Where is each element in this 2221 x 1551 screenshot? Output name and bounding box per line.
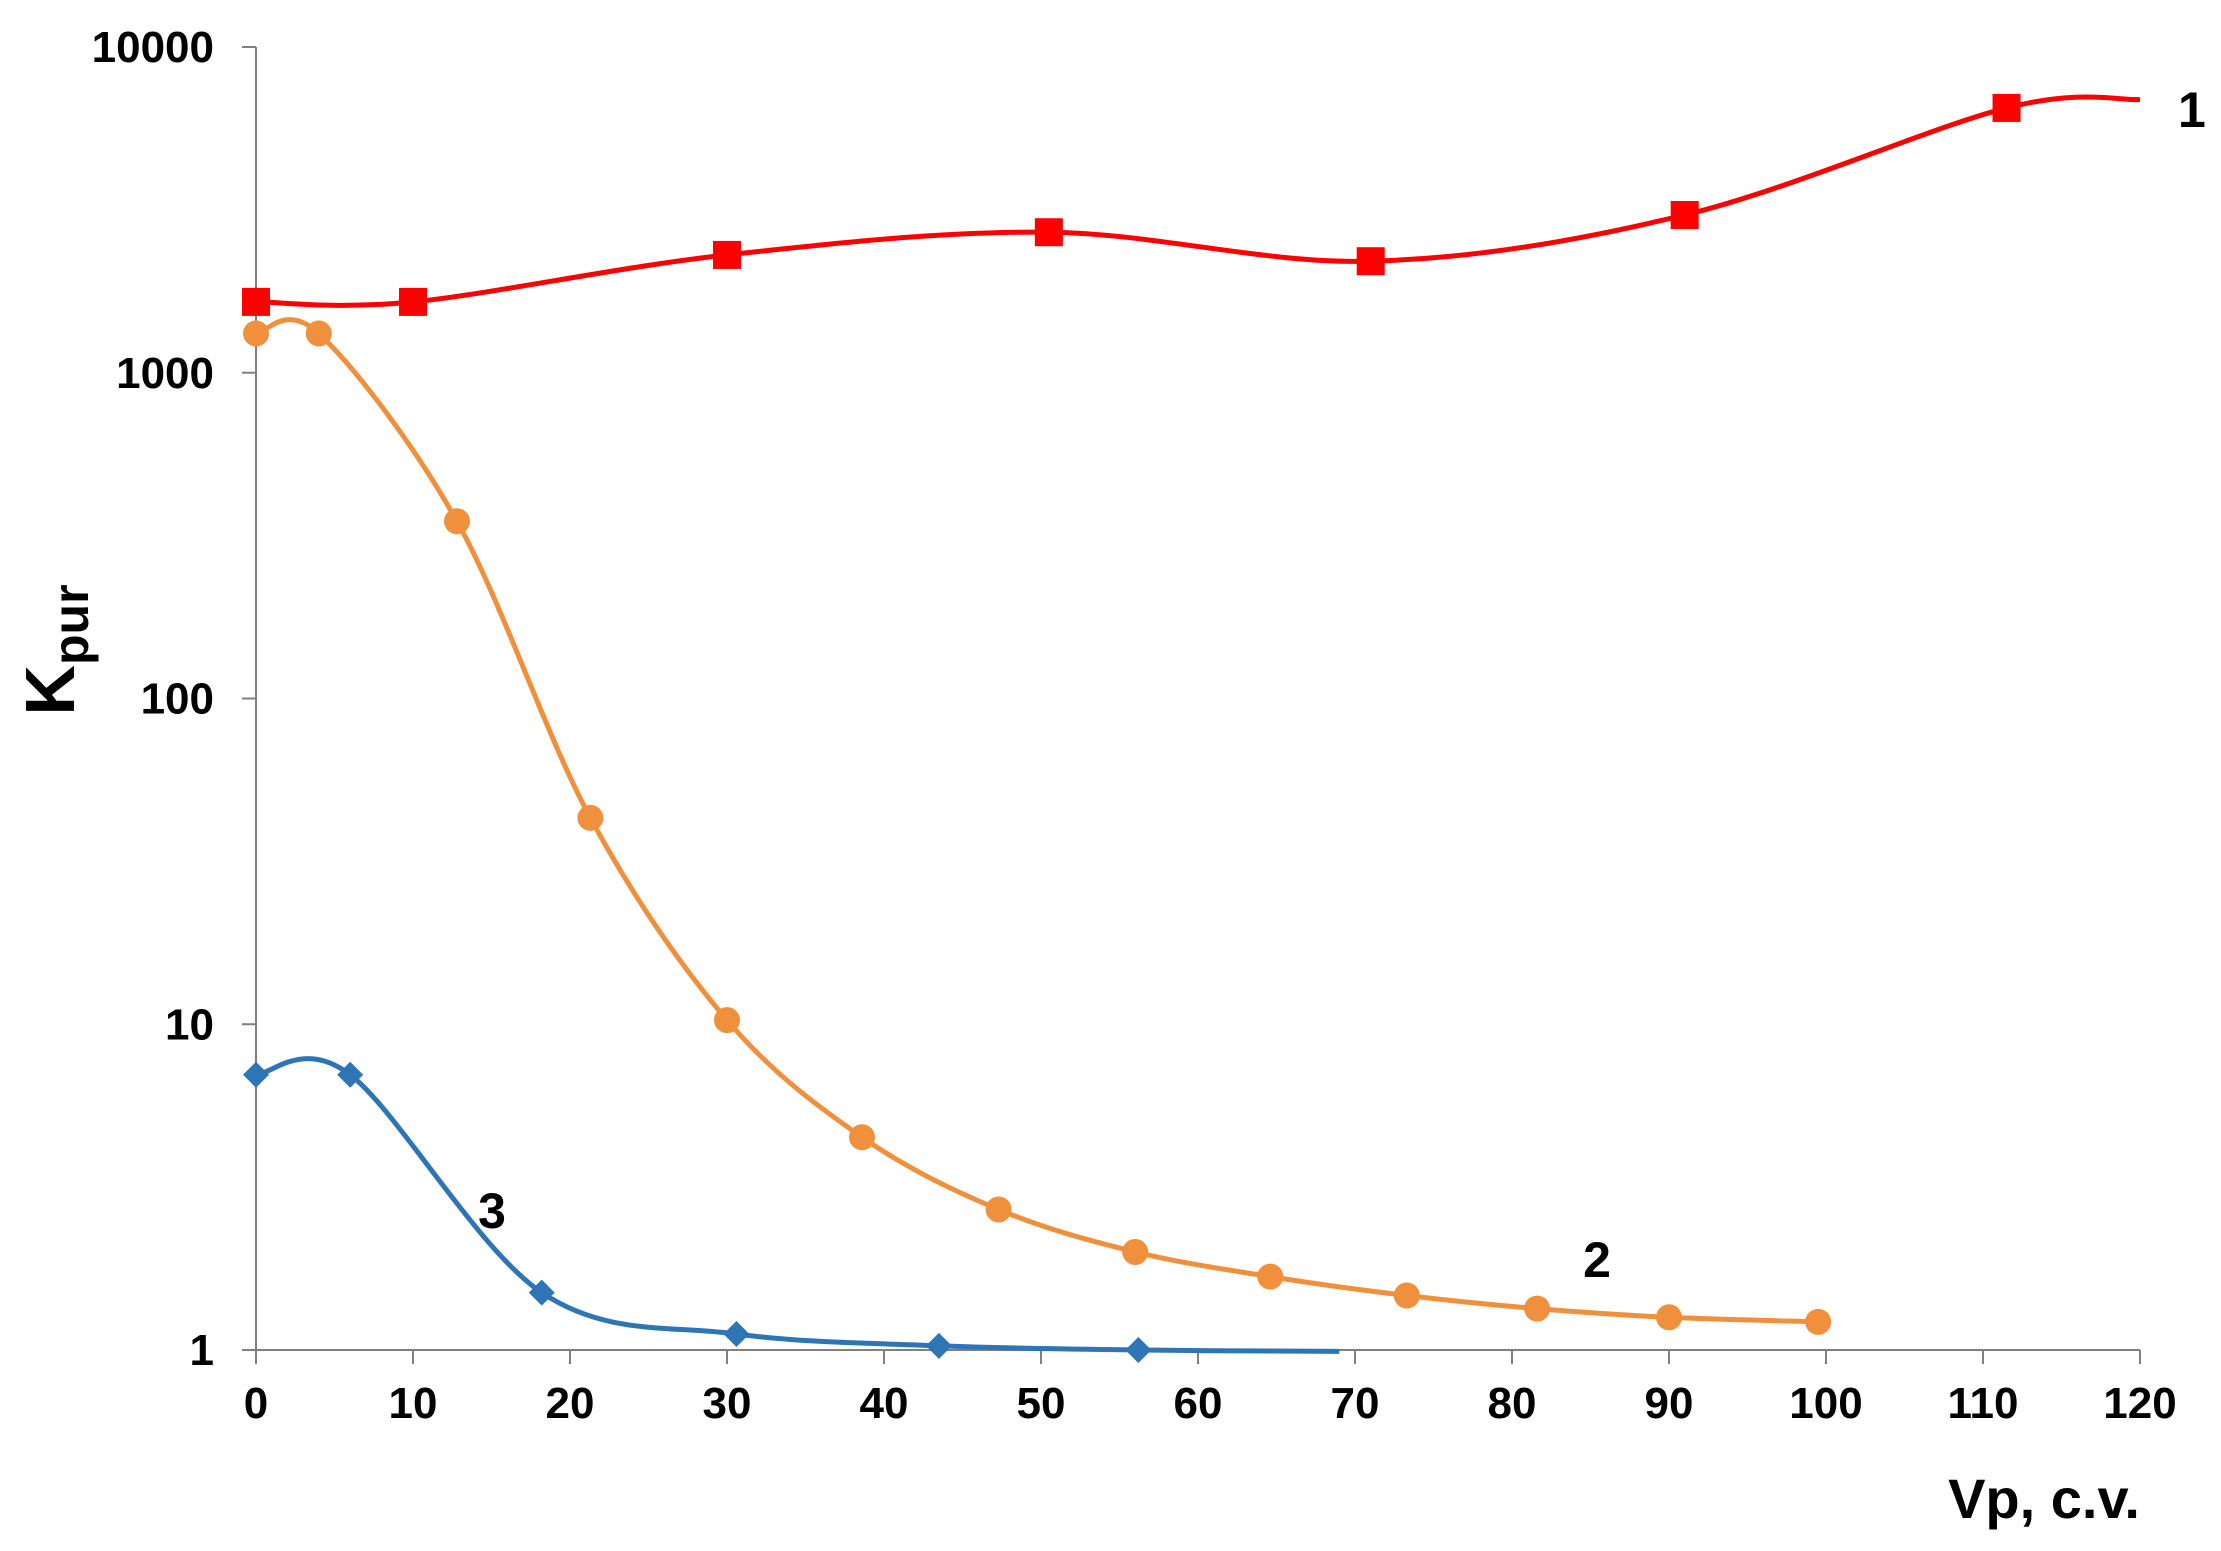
- x-tick-label: 40: [860, 1379, 909, 1428]
- series-2-line: [255, 317, 1819, 1325]
- series-3-point: [723, 1320, 750, 1347]
- y-axis-ticks: 1 10 100 1000 10000: [92, 23, 256, 1375]
- y-tick-label: 100: [141, 675, 214, 724]
- series-3-point: [925, 1332, 952, 1359]
- y-tick-label: 10000: [92, 23, 214, 72]
- series-2-point: [1393, 1282, 1420, 1309]
- series-1-point: [242, 287, 270, 316]
- series-3-point: [337, 1061, 364, 1088]
- series-2-point: [1656, 1304, 1682, 1331]
- series-2-point: [443, 508, 470, 535]
- x-tick-label: 0: [244, 1379, 268, 1428]
- series-2-point: [714, 1007, 740, 1034]
- x-axis-title: Vp, c.v.: [1948, 1467, 2140, 1530]
- y-tick-label: 1000: [116, 349, 214, 398]
- x-tick-label: 110: [1948, 1379, 2019, 1428]
- x-tick-label: 90: [1645, 1379, 1694, 1428]
- series-2-point: [1122, 1238, 1149, 1265]
- series-label-2: 2: [1583, 1232, 1611, 1288]
- series-layer: [242, 93, 2141, 1363]
- x-tick-label: 120: [2103, 1379, 2176, 1428]
- x-tick-label: 30: [703, 1379, 752, 1428]
- series-3-line: [255, 1056, 1340, 1354]
- series-3-point: [243, 1061, 269, 1088]
- series-1-point: [1356, 247, 1385, 276]
- y-tick-label: 1: [190, 1326, 214, 1375]
- series-3-point: [528, 1279, 555, 1306]
- series-1: [242, 93, 2141, 316]
- series-2-point: [243, 320, 269, 347]
- series-3: [243, 1056, 1340, 1363]
- series-2-point: [985, 1196, 1012, 1223]
- series-1-line: [255, 94, 2141, 308]
- series-2-point: [305, 320, 332, 347]
- x-tick-label: 70: [1331, 1379, 1380, 1428]
- y-tick-label: 10: [165, 1000, 214, 1049]
- series-1-point: [1034, 218, 1063, 247]
- series-2: [243, 317, 1832, 1335]
- series-2-point: [1257, 1263, 1284, 1290]
- series-2-point: [577, 804, 604, 831]
- series-2-point: [849, 1124, 876, 1151]
- series-1-point: [1670, 200, 1699, 229]
- series-labels: 1 2 3: [478, 82, 2206, 1288]
- x-tick-label: 20: [546, 1379, 595, 1428]
- series-label-1: 1: [2178, 82, 2206, 138]
- y-axis-title-subscript: pur: [43, 584, 99, 665]
- y-axis-title: Kpur: [11, 584, 99, 715]
- x-tick-label: 100: [1789, 1379, 1862, 1428]
- x-tick-label: 10: [389, 1379, 438, 1428]
- series-2-point: [1524, 1295, 1551, 1322]
- series-label-3: 3: [478, 1183, 506, 1239]
- x-tick-label: 80: [1488, 1379, 1537, 1428]
- series-2-point: [1805, 1308, 1832, 1335]
- x-tick-label: 50: [1017, 1379, 1066, 1428]
- series-1-point: [713, 240, 741, 269]
- x-tick-label: 60: [1174, 1379, 1223, 1428]
- y-axis-title-main: K: [11, 665, 89, 716]
- series-1-point: [1992, 93, 2021, 122]
- series-3-point: [1125, 1337, 1152, 1363]
- series-1-point: [399, 287, 427, 316]
- x-axis-ticks: 0 10 20 30 40 50 60 70 80 90 100 110 120: [244, 1350, 2177, 1428]
